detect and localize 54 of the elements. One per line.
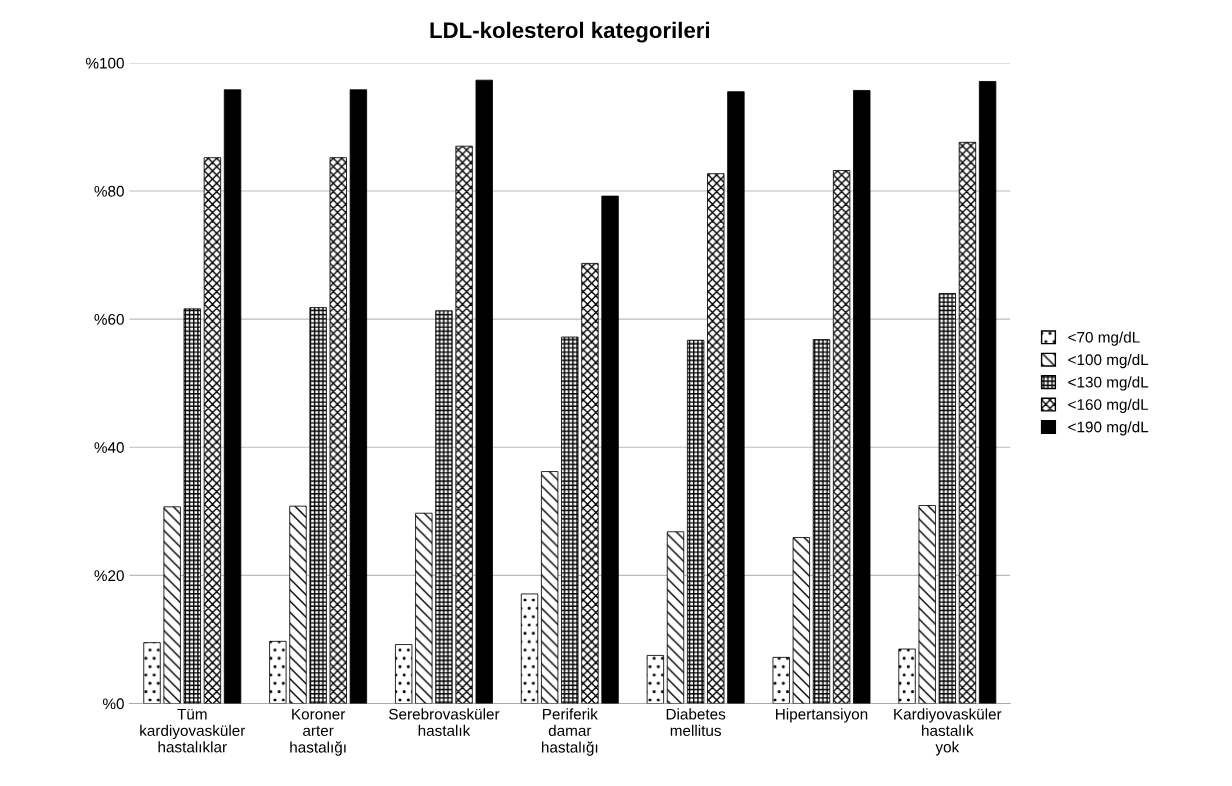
y-tick-label: %100	[85, 57, 124, 69]
bar	[455, 145, 473, 704]
bar	[772, 656, 790, 704]
bar	[269, 640, 287, 704]
chart-title: LDL-kolesterol kategorileri	[430, 21, 710, 43]
x-tick-label: Serebrovasküler hastalık	[389, 708, 500, 737]
bar	[223, 89, 242, 704]
x-tick-label: Koroner arter hastalığı	[290, 708, 346, 756]
bar	[581, 262, 599, 704]
y-tick-label: %60	[94, 313, 124, 325]
bar	[349, 89, 368, 704]
legend-label: <70 mg/dL	[1068, 331, 1140, 346]
bar	[475, 79, 493, 704]
y-tick-label: %80	[94, 185, 124, 197]
legend-label: <160 mg/dL	[1068, 398, 1149, 413]
bar	[415, 512, 433, 704]
bar	[898, 648, 916, 704]
y-tick-label: %0	[102, 698, 124, 710]
bar	[520, 593, 539, 704]
bar	[329, 157, 347, 704]
bar	[938, 293, 956, 704]
bar	[183, 308, 201, 704]
bar	[958, 141, 977, 704]
y-tick-label: %20	[94, 570, 124, 582]
x-tick-label: Periferik damar hastalığı	[541, 708, 598, 756]
bar	[646, 655, 665, 704]
bar	[203, 157, 222, 704]
bar	[727, 91, 745, 704]
bar	[435, 310, 453, 704]
bar	[289, 505, 307, 704]
bar	[853, 90, 871, 704]
bar	[812, 339, 831, 704]
bar	[143, 642, 161, 704]
bar	[540, 471, 559, 704]
x-tick-label: Tüm kardiyovasküler hastalıklar	[140, 708, 246, 753]
bar	[163, 506, 181, 704]
x-tick-label: Diabetes mellitus	[666, 708, 726, 737]
legend-label: <190 mg/dL	[1068, 421, 1149, 436]
bar	[601, 195, 619, 704]
bar	[978, 81, 997, 704]
legend-label: <100 mg/dL	[1068, 353, 1149, 369]
bar	[792, 537, 811, 704]
bar	[666, 531, 685, 704]
bar	[918, 505, 936, 704]
bar	[686, 339, 705, 704]
bar	[707, 173, 725, 704]
x-tick-label: Kardiyovasküler hastalık yok	[894, 708, 1002, 756]
legend-label: <130 mg/dL	[1068, 376, 1149, 391]
bar	[561, 336, 579, 704]
bar	[832, 170, 851, 704]
bar	[395, 644, 413, 704]
y-tick-label: %40	[94, 442, 124, 453]
bar	[309, 307, 327, 704]
x-tick-label: Hipertansiyon	[776, 708, 868, 723]
